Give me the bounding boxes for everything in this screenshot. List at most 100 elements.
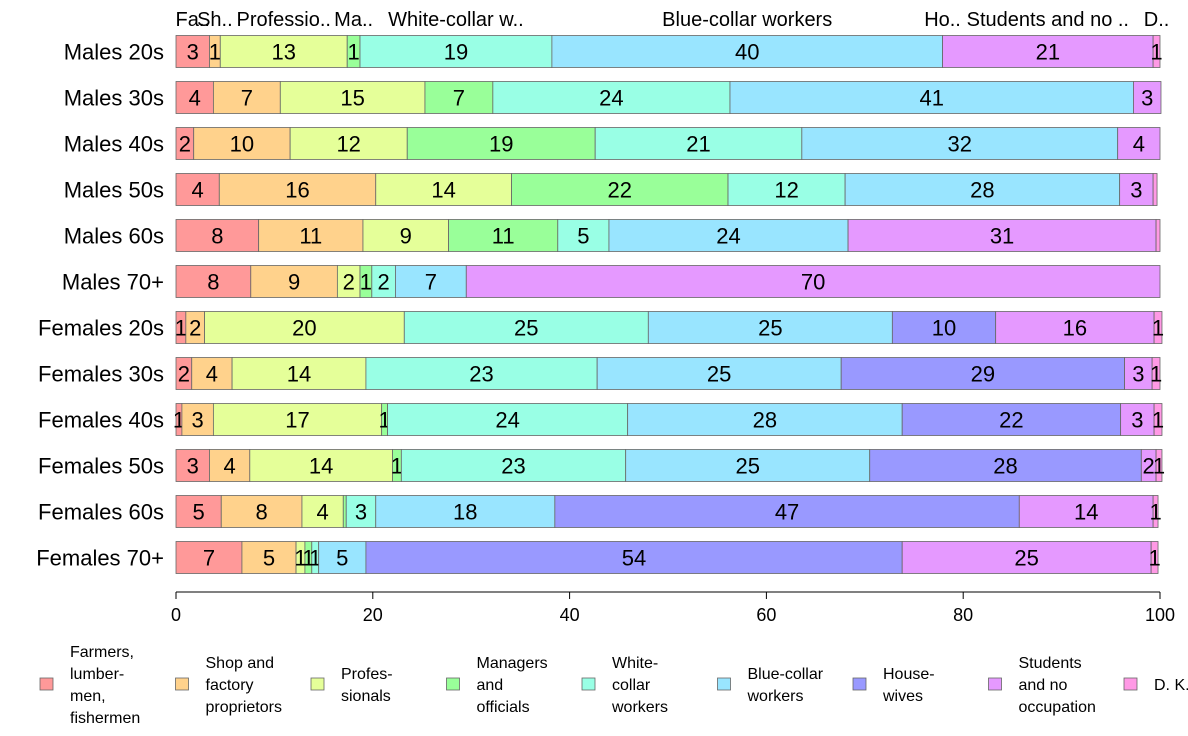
data-label: 1 — [209, 40, 221, 65]
data-label: 21 — [1036, 40, 1060, 65]
legend-swatch — [39, 677, 54, 691]
data-label: 3 — [1130, 178, 1142, 203]
bar-segment — [301, 495, 344, 528]
x-tick-label: 20 — [363, 605, 383, 625]
legend-swatch — [1123, 677, 1138, 691]
bar-segment — [1117, 127, 1161, 160]
legend-label: Blue-collar — [748, 666, 824, 683]
data-label: 2 — [377, 270, 389, 295]
data-label: 23 — [501, 454, 525, 479]
bar-segment — [175, 219, 260, 252]
legend-swatch — [175, 677, 189, 691]
bar-segment — [557, 219, 610, 252]
bar-segment — [608, 219, 849, 252]
bar-segment — [175, 81, 214, 114]
legend-label: workers — [611, 699, 668, 716]
data-label: 8 — [207, 270, 219, 295]
data-label: 14 — [1074, 500, 1098, 525]
y-axis-labels: Males 20s Males 30s Males 40s Males 50s Male… — [36, 40, 164, 571]
bar-segment — [250, 265, 338, 298]
data-label: 23 — [469, 362, 493, 387]
x-tick-label: 60 — [756, 605, 776, 625]
data-label: 1 — [1152, 316, 1164, 341]
data-label: 1 — [294, 546, 306, 571]
x-axis: 0 20 40 60 80 100 — [171, 591, 1175, 625]
bar-segment — [218, 173, 377, 206]
y-tick-label: Females 60s — [38, 500, 164, 525]
bar-segment — [942, 35, 1154, 68]
data-label: 2 — [1143, 454, 1155, 479]
legend-label: House- — [883, 666, 935, 683]
bar-segment — [1150, 541, 1159, 574]
data-label: 3 — [192, 408, 204, 433]
data-label: 5 — [193, 500, 205, 525]
data-label: 1 — [1149, 500, 1161, 525]
bar-segment — [596, 357, 842, 390]
bar-segment — [191, 357, 233, 390]
x-tick-label: 40 — [560, 605, 580, 625]
data-label: 28 — [993, 454, 1017, 479]
y-tick-label: Males 20s — [64, 40, 164, 65]
data-label: 32 — [948, 132, 972, 157]
bar-segment — [279, 81, 426, 114]
legend-label: men, — [70, 688, 106, 705]
legend-label: sionals — [341, 688, 391, 705]
legend-label: proprietors — [206, 699, 282, 716]
data-label: 20 — [292, 316, 316, 341]
legend-label: D. K. — [1154, 677, 1188, 694]
bar-segment — [1018, 495, 1154, 528]
data-label: 3 — [187, 40, 199, 65]
legend-swatch — [988, 677, 1002, 691]
data-label: 4 — [189, 86, 201, 111]
data-label: 14 — [287, 362, 311, 387]
legend-label: Farmers, — [70, 644, 134, 661]
data-label: 4 — [1133, 132, 1145, 157]
bar-segment — [359, 35, 553, 68]
bar-segment — [625, 449, 871, 482]
legend-swatch — [310, 677, 325, 691]
bar-segment — [175, 173, 220, 206]
bar-segment — [847, 219, 1157, 252]
bar-segment — [365, 357, 598, 390]
data-label: 7 — [425, 270, 437, 295]
data-label: 8 — [211, 224, 223, 249]
data-label: 4 — [192, 178, 204, 203]
data-label: 3 — [1132, 362, 1144, 387]
bar-segment — [554, 495, 1020, 528]
data-label: 16 — [1063, 316, 1087, 341]
legend-label: Profes- — [341, 666, 393, 683]
bar-segment — [647, 311, 893, 344]
data-label: 14 — [431, 178, 455, 203]
data-label: 22 — [608, 178, 632, 203]
data-label: 2 — [179, 132, 191, 157]
bar-segment — [1119, 173, 1154, 206]
bar-segment — [175, 449, 210, 482]
legend-swatch — [446, 677, 460, 691]
data-label: 10 — [932, 316, 956, 341]
y-tick-label: Males 50s — [64, 178, 164, 203]
legend-label: officials — [477, 699, 530, 716]
bar-segment — [1152, 35, 1161, 68]
bar-segment — [375, 495, 556, 528]
data-label: 1 — [1148, 546, 1160, 571]
legend-label: and no — [1019, 677, 1068, 694]
bar-segment — [627, 403, 903, 436]
data-label: 8 — [255, 500, 267, 525]
top-label: White-collar w.. — [388, 9, 524, 31]
data-label: 18 — [453, 500, 477, 525]
bar-segment — [212, 403, 383, 436]
data-label: 54 — [622, 546, 646, 571]
legend-label: and — [477, 677, 504, 694]
data-label: 7 — [453, 86, 465, 111]
data-label: 5 — [577, 224, 589, 249]
legend-label: Students — [1019, 655, 1082, 672]
data-label: 4 — [206, 362, 218, 387]
top-label: Sh.. — [197, 9, 233, 31]
data-label: 28 — [753, 408, 777, 433]
bar-segment — [511, 173, 729, 206]
legend-label: factory — [206, 677, 254, 694]
legend-swatch — [581, 677, 596, 691]
bar-segment — [403, 311, 649, 344]
bar-segment — [387, 403, 629, 436]
bars: 3 1 13 1 19 40 21 14 7 15 7 24 41 32 10 12 19 21 32 44 16 14 2… — [173, 35, 1165, 574]
